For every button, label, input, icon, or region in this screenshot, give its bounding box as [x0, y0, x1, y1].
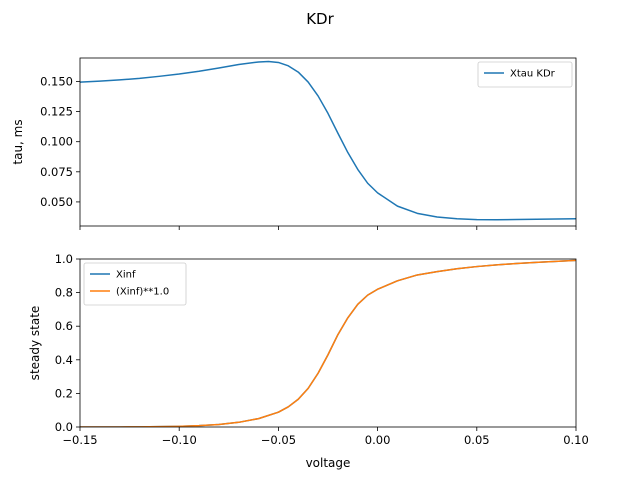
- tau-y-tick-label: 0.150: [40, 74, 73, 88]
- steady-y-axis-label: steady state: [28, 306, 42, 381]
- steady-y-tick-label: 0.8: [55, 286, 73, 300]
- steady-x-tick-label: 0.00: [365, 433, 391, 447]
- tau-y-tick-label: 0.050: [40, 195, 73, 209]
- steady-axes-frame: [79, 258, 577, 428]
- steady-x-tick-label: −0.05: [261, 433, 296, 447]
- steady-y-tick-label: 0.2: [55, 386, 73, 400]
- tau-y-tick-label: 0.100: [40, 135, 73, 149]
- steady-y-tick-label: 1.0: [55, 252, 73, 266]
- steady-legend: Xinf (Xinf)**1.0: [83, 262, 187, 306]
- tau-series-line-0: [80, 60, 576, 221]
- tau-y-axis-label: tau, ms: [11, 119, 25, 164]
- steady-x-tick-label: −0.10: [162, 433, 197, 447]
- tau-panel: 0.050 0.075 0.100 0.125 0.150 tau, ms Xtau KDr: [11, 57, 577, 230]
- steady-state-panel: −0.15 −0.10 −0.05 0.00 0.05 0.10 0.0 0.2 0.4 0.6 0…: [28, 252, 589, 447]
- tau-y-tick-label: 0.125: [40, 105, 73, 119]
- x-axis-label: voltage: [306, 456, 351, 470]
- steady-legend-label-1: (Xinf)**1.0: [116, 287, 169, 298]
- steady-series-line-1: [80, 259, 576, 427]
- steady-y-tick-label: 0.4: [55, 353, 73, 367]
- steady-x-tick-label: 0.10: [563, 433, 589, 447]
- tau-legend-box: [477, 61, 573, 88]
- steady-y-tick-label: 0.6: [55, 319, 73, 333]
- steady-y-tick-label: 0.0: [55, 420, 73, 434]
- figure-title: KDr: [306, 10, 334, 28]
- tau-legend-label-0: Xtau KDr: [510, 69, 556, 80]
- steady-legend-label-0: Xinf: [116, 270, 136, 281]
- tau-legend: Xtau KDr: [477, 61, 573, 88]
- steady-x-tick-label: −0.15: [62, 433, 97, 447]
- tau-y-tick-label: 0.075: [40, 165, 73, 179]
- steady-x-tick-label: 0.05: [464, 433, 490, 447]
